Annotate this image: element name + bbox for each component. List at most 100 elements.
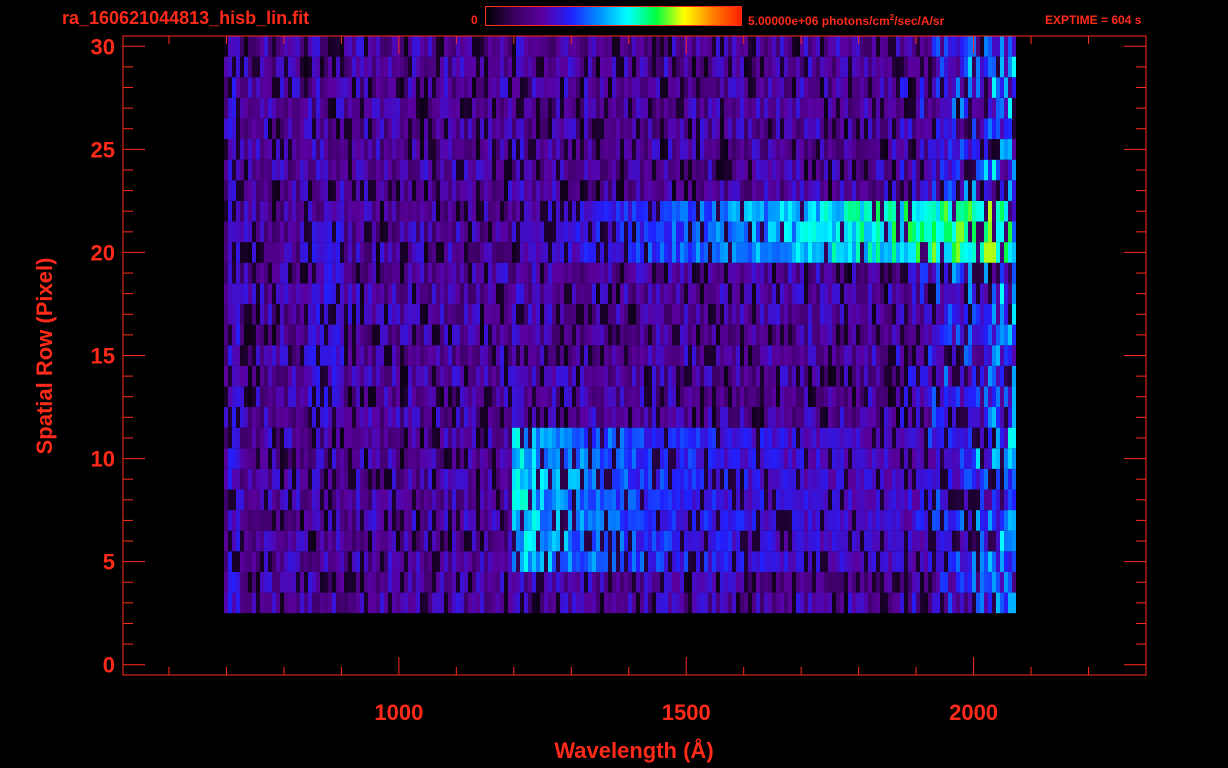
heatmap-cell	[256, 283, 260, 304]
heatmap-cell	[992, 200, 996, 222]
heatmap-cell	[984, 283, 988, 304]
heatmap-cell	[760, 365, 764, 387]
heatmap-cell	[840, 118, 844, 140]
heatmap-cell	[840, 262, 844, 284]
heatmap-cell	[668, 551, 672, 572]
heatmap-cell	[324, 262, 328, 284]
heatmap-cell	[812, 365, 816, 387]
heatmap-cell	[688, 551, 692, 572]
heatmap-cell	[928, 200, 932, 222]
heatmap-cell	[812, 551, 816, 572]
heatmap-cell	[852, 200, 856, 222]
heatmap-cell	[720, 242, 724, 263]
heatmap-cell	[360, 510, 364, 531]
heatmap-cell	[624, 551, 628, 572]
heatmap-cell	[756, 345, 760, 366]
heatmap-cell	[984, 386, 988, 408]
heatmap-cell	[560, 592, 564, 614]
heatmap-cell	[300, 489, 304, 511]
heatmap-cell	[936, 283, 940, 304]
heatmap-cell	[600, 345, 604, 366]
heatmap-cell	[812, 592, 816, 614]
heatmap-cell	[508, 551, 512, 572]
heatmap-cell	[848, 468, 852, 490]
heatmap-cell	[228, 448, 232, 469]
heatmap-cell	[948, 242, 952, 263]
heatmap-cell	[772, 365, 776, 387]
heatmap-cell	[968, 97, 972, 119]
heatmap-cell	[416, 365, 420, 387]
heatmap-cell	[504, 159, 508, 181]
heatmap-cell	[840, 221, 844, 243]
heatmap-cell	[572, 200, 576, 222]
heatmap-cell	[460, 551, 464, 572]
heatmap-cell	[468, 571, 472, 593]
heatmap-cell	[964, 468, 968, 490]
heatmap-cell	[892, 365, 896, 387]
heatmap-cell	[300, 283, 304, 304]
heatmap-cell	[648, 303, 652, 325]
heatmap-cell	[240, 468, 244, 490]
heatmap-cell	[760, 592, 764, 614]
heatmap-cell	[688, 303, 692, 325]
heatmap-cell	[580, 489, 584, 511]
heatmap-cell	[316, 468, 320, 490]
heatmap-cell	[312, 510, 316, 531]
heatmap-cell	[280, 365, 284, 387]
heatmap-cell	[616, 448, 620, 469]
heatmap-cell	[880, 221, 884, 243]
heatmap-cell	[860, 448, 864, 469]
heatmap-cell	[984, 489, 988, 511]
heatmap-cell	[420, 324, 424, 346]
heatmap-cell	[752, 221, 756, 243]
heatmap-cell	[224, 386, 228, 408]
heatmap-cell	[356, 200, 360, 222]
heatmap-cell	[404, 242, 408, 263]
heatmap-cell	[876, 324, 880, 346]
heatmap-cell	[1000, 97, 1004, 119]
heatmap-cell	[312, 77, 316, 98]
heatmap-cell	[724, 324, 728, 346]
heatmap-cell	[360, 345, 364, 366]
heatmap-cell	[568, 510, 572, 531]
heatmap-cell	[360, 303, 364, 325]
heatmap-cell	[408, 407, 412, 428]
heatmap-cell	[840, 510, 844, 531]
heatmap-cell	[724, 448, 728, 469]
heatmap-cell	[768, 242, 772, 263]
heatmap-cell	[400, 221, 404, 243]
heatmap-cell	[300, 159, 304, 181]
heatmap-cell	[236, 221, 240, 243]
heatmap-cell	[336, 592, 340, 614]
heatmap-cell	[524, 407, 528, 428]
heatmap-cell	[836, 427, 840, 449]
heatmap-cell	[552, 365, 556, 387]
heatmap-cell	[464, 180, 468, 201]
heatmap-cell	[640, 200, 644, 222]
heatmap-cell	[416, 407, 420, 428]
heatmap-cell	[876, 427, 880, 449]
heatmap-cell	[744, 221, 748, 243]
heatmap-cell	[684, 365, 688, 387]
heatmap-cell	[904, 303, 908, 325]
heatmap-cell	[868, 303, 872, 325]
heatmap-cell	[840, 530, 844, 552]
heatmap-cell	[520, 97, 524, 119]
heatmap-cell	[596, 551, 600, 572]
heatmap-cell	[600, 283, 604, 304]
heatmap-cell	[964, 200, 968, 222]
heatmap-cell	[976, 365, 980, 387]
heatmap-cell	[836, 283, 840, 304]
heatmap-cell	[1008, 118, 1012, 140]
heatmap-cell	[960, 427, 964, 449]
heatmap-cell	[236, 118, 240, 140]
heatmap-cell	[368, 365, 372, 387]
heatmap-cell	[684, 221, 688, 243]
heatmap-cell	[848, 97, 852, 119]
heatmap-cell	[808, 551, 812, 572]
heatmap-cell	[652, 427, 656, 449]
heatmap-cell	[664, 427, 668, 449]
heatmap-cell	[600, 427, 604, 449]
heatmap-cell	[928, 97, 932, 119]
heatmap-cell	[584, 283, 588, 304]
